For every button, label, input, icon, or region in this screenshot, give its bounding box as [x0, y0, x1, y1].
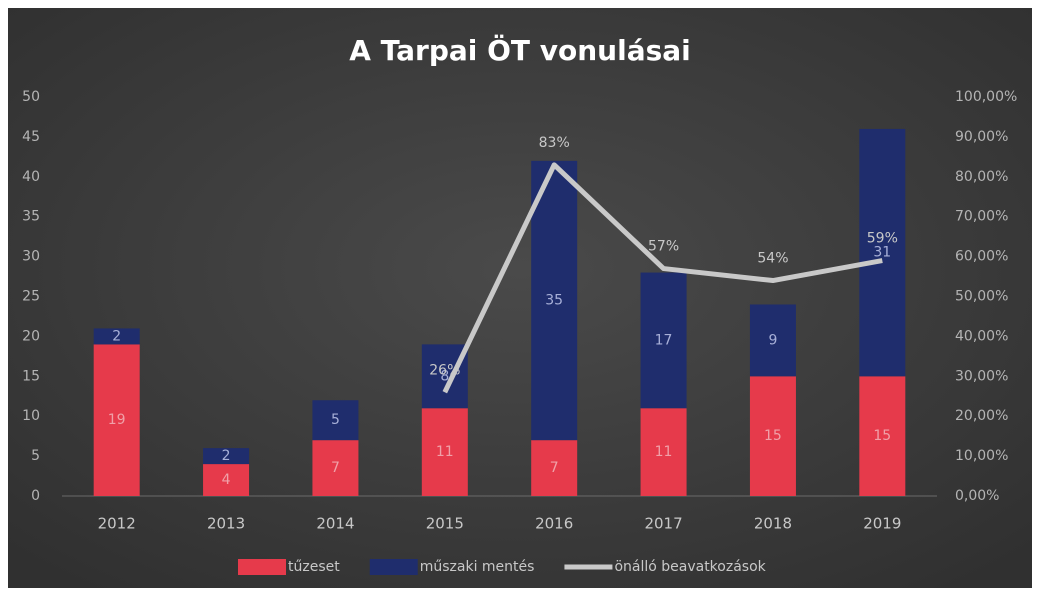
data-label: 11	[436, 444, 454, 460]
y2-tick-label: 100,00%	[955, 89, 1017, 105]
line-label: 57%	[648, 239, 679, 255]
bar-segment	[859, 128, 906, 377]
y2-tick-label: 20,00%	[955, 408, 1008, 424]
bar-segment	[203, 464, 250, 496]
data-label: 11	[655, 444, 673, 460]
y2-tick-label: 10,00%	[955, 448, 1008, 464]
x-tick-label: 2017	[644, 515, 682, 533]
bar-segment	[531, 440, 578, 496]
line-label: 54%	[757, 251, 788, 267]
bar-segment	[312, 440, 359, 496]
y-tick-label: 10	[22, 408, 40, 424]
data-label: 15	[873, 428, 891, 444]
line-label: 83%	[539, 135, 570, 151]
bar-segment	[203, 448, 250, 465]
data-label: 7	[550, 460, 559, 476]
chart-title: A Tarpai ÖT vonulásai	[349, 33, 691, 67]
line-series	[442, 162, 883, 394]
y-tick-label: 30	[22, 249, 40, 265]
legend-label: műszaki mentés	[420, 559, 535, 575]
x-tick-label: 2019	[863, 515, 901, 533]
data-label: 5	[331, 412, 340, 428]
line-label: 26%	[429, 362, 460, 378]
legend-swatch	[369, 559, 418, 575]
y2-tick-label: 30,00%	[955, 368, 1008, 384]
bar-segment	[749, 304, 796, 377]
y2-tick-label: 80,00%	[955, 169, 1008, 185]
x-tick-label: 2014	[316, 515, 354, 533]
legend-label: tűzeset	[288, 559, 340, 575]
legend-swatch	[238, 559, 286, 575]
y2-tick-label: 70,00%	[955, 209, 1008, 225]
bar-segment	[312, 400, 359, 441]
x-tick-label: 2015	[426, 515, 464, 533]
x-tick-label: 2013	[207, 515, 245, 533]
data-label: 31	[873, 245, 891, 261]
y2-tick-label: 40,00%	[955, 328, 1008, 344]
y-tick-label: 20	[22, 328, 40, 344]
y-tick-label: 0	[31, 488, 40, 504]
y2-tick-label: 0,00%	[955, 488, 999, 504]
y-tick-label: 45	[22, 129, 40, 145]
data-label: 35	[545, 292, 563, 308]
bar-segment	[421, 408, 468, 496]
y2-tick-label: 60,00%	[955, 249, 1008, 265]
y2-tick-label: 90,00%	[955, 129, 1008, 145]
bar-segment	[93, 344, 140, 496]
y-tick-label: 35	[22, 209, 40, 225]
line-label: 59%	[867, 231, 898, 247]
data-label: 2	[222, 448, 231, 464]
data-label: 15	[764, 428, 782, 444]
data-label: 7	[331, 460, 340, 476]
legend-label: önálló beavatkozások	[614, 559, 766, 575]
bar-segment	[93, 328, 140, 345]
bar-segment	[859, 376, 906, 496]
y-tick-label: 50	[22, 89, 40, 105]
x-tick-label: 2012	[98, 515, 136, 533]
x-tick-label: 2018	[754, 515, 792, 533]
y-tick-label: 5	[31, 448, 40, 464]
bar-segment	[531, 160, 578, 441]
data-label: 17	[655, 332, 673, 348]
y-tick-label: 25	[22, 289, 40, 305]
data-label: 4	[222, 472, 231, 488]
data-label: 2	[112, 328, 121, 344]
y-tick-label: 40	[22, 169, 40, 185]
bar-segment	[640, 272, 687, 409]
y-tick-label: 15	[22, 368, 40, 384]
bar-segment	[640, 408, 687, 496]
data-label: 9	[768, 332, 777, 348]
bar-segment	[749, 376, 796, 496]
y2-tick-label: 50,00%	[955, 289, 1008, 305]
data-label: 19	[108, 412, 126, 428]
data-label: 8	[440, 368, 449, 384]
x-tick-label: 2016	[535, 515, 573, 533]
